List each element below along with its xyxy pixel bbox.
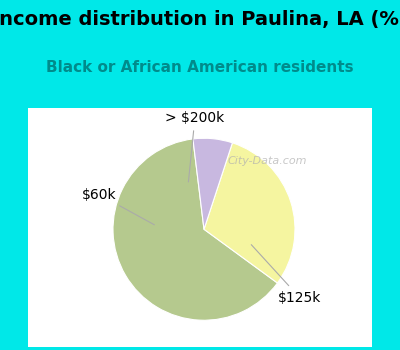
Text: $60k: $60k <box>82 188 154 225</box>
Wedge shape <box>193 138 232 229</box>
Text: > $200k: > $200k <box>165 111 224 182</box>
Text: Black or African American residents: Black or African American residents <box>46 60 354 75</box>
Text: City-Data.com: City-Data.com <box>228 156 308 166</box>
Text: $125k: $125k <box>251 245 321 304</box>
Wedge shape <box>113 139 278 320</box>
Wedge shape <box>204 143 295 283</box>
Text: Income distribution in Paulina, LA (%): Income distribution in Paulina, LA (%) <box>0 10 400 29</box>
